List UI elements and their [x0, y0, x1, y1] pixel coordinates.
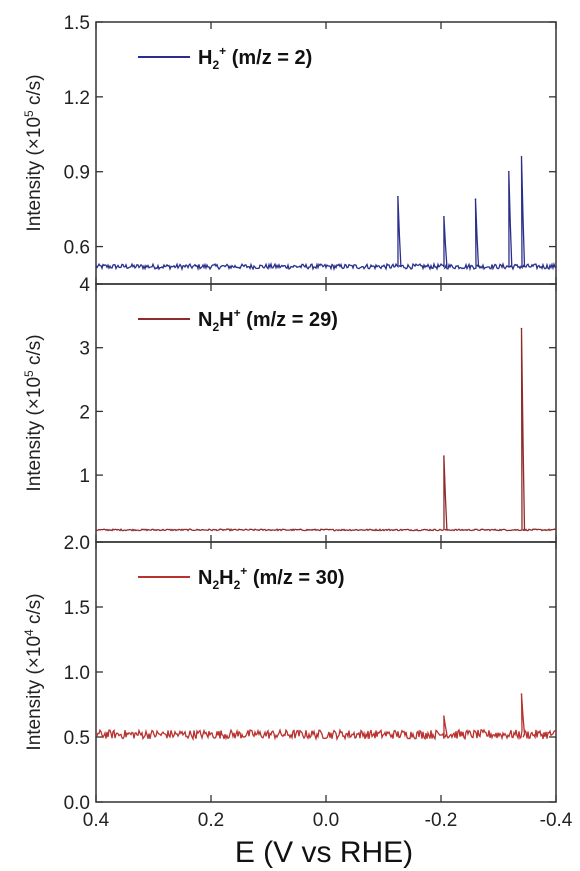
y-tick-label: 2 — [79, 402, 90, 423]
y-tick-label: 2.0 — [64, 533, 90, 554]
y-tick-label: 3 — [79, 339, 90, 360]
x-tick-label: 0.2 — [198, 810, 224, 831]
y-tick-label: 1.0 — [64, 663, 90, 684]
y-tick-label: 0.6 — [64, 238, 90, 259]
y-tick-label: 0.9 — [64, 163, 90, 184]
peak-point — [443, 455, 445, 457]
panel-2: 1 2 3 4 Intensity (×105 c/s) N2H+ (m/z = 29) — [22, 275, 557, 543]
y-tick-label: 1.5 — [64, 598, 90, 619]
peak-point — [520, 693, 523, 695]
series-line — [95, 328, 557, 532]
panel-frame — [95, 21, 557, 285]
x-axis-title: E (V vs RHE) — [235, 836, 413, 869]
y-tick-label: 4 — [79, 275, 90, 296]
y-tick-label: 0.0 — [64, 793, 90, 814]
x-tick-label: -0.2 — [425, 810, 458, 831]
peak-point — [443, 715, 445, 717]
y-axis-title: Intensity (×105 c/s) — [22, 334, 45, 491]
peak-point — [520, 155, 523, 158]
legend-label: N2H2+ (m/z = 30) — [198, 564, 345, 592]
panel-1: 0.6 0.9 1.2 1.5 Intensity (×105 c/s) H2+ (m/z… — [22, 13, 557, 285]
x-tick-label: 0.4 — [83, 810, 110, 831]
peak-point — [520, 327, 523, 330]
series-line — [95, 156, 557, 272]
x-tick-label: -0.4 — [540, 810, 573, 831]
legend-label: N2H+ (m/z = 29) — [198, 306, 338, 334]
y-axis-title: Intensity (×105 c/s) — [22, 74, 45, 231]
legend-label: H2+ (m/z = 2) — [198, 44, 312, 72]
peak-point — [508, 170, 510, 173]
peak-point — [474, 198, 477, 200]
y-tick-label: 1.2 — [64, 88, 90, 109]
peak-point — [397, 195, 399, 198]
y-axis-title: Intensity (×104 c/s) — [22, 593, 45, 750]
panel-3: 0.0 0.5 1.0 1.5 2.0 Intensity (×104 c/s) N2H2+… — [22, 533, 557, 814]
y-tick-label: 0.5 — [64, 728, 90, 749]
series-line — [95, 694, 557, 742]
x-tick-label: 0.0 — [313, 810, 339, 831]
y-tick-label: 1 — [79, 466, 90, 487]
peak-point — [443, 215, 445, 218]
y-tick-label: 1.5 — [64, 13, 90, 34]
